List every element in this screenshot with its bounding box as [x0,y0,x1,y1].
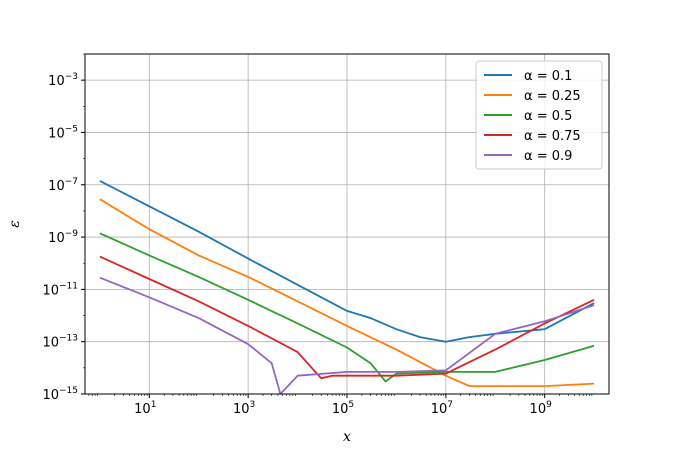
y-tick-label: 10−9 [48,229,78,246]
y-tick-label: 10−3 [48,72,78,89]
y-tick-exponent: −3 [65,72,78,82]
y-tick-exponent: −11 [59,281,78,291]
y-tick-base: 10 [48,126,65,141]
x-tick-exponent: 3 [250,400,256,410]
x-tick-label: 103 [233,400,255,417]
legend-box [475,60,603,170]
y-tick-label: 10−11 [42,281,78,298]
x-tick-exponent: 1 [151,400,157,410]
legend-label: α = 0.75 [524,129,581,144]
x-tick-label: 107 [431,400,453,417]
x-tick-exponent: 9 [546,400,552,410]
series-line-2 [99,232,595,383]
y-tick-exponent: −5 [65,124,78,134]
y-tick-label: 10−5 [48,124,78,141]
x-tick-label: 105 [332,400,354,417]
series-line-1 [99,198,595,387]
y-tick-base: 10 [42,283,59,298]
series-line-0 [99,180,595,343]
y-tick-exponent: −15 [59,386,78,396]
x-tick-label: 101 [134,400,156,417]
x-tick-base: 10 [134,402,151,417]
series-line-3 [99,255,595,380]
series-line-4 [99,276,595,394]
legend-label: α = 0.25 [524,89,581,104]
legend: α = 0.1 α = 0.25 α = 0.5 α = 0.75 α = 0.9 [475,60,603,170]
y-tick-label: 10−15 [42,386,78,403]
x-tick-label: 109 [530,400,553,417]
x-tick-base: 10 [233,402,250,417]
y-tick-base: 10 [42,388,59,403]
y-tick-base: 10 [48,231,65,246]
y-tick-exponent: −7 [65,177,78,187]
y-axis-label: ε [7,220,23,228]
x-tick-base: 10 [332,402,349,417]
x-axis-label: x [343,429,351,445]
y-tick-label: 10−7 [48,177,78,194]
y-tick-base: 10 [48,74,65,89]
y-tick-base: 10 [42,336,59,351]
y-tick-exponent: −13 [59,334,78,344]
x-tick-exponent: 7 [447,400,453,410]
x-tick-exponent: 5 [348,400,354,410]
y-tick-base: 10 [48,179,65,194]
legend-label: α = 0.9 [524,149,572,164]
y-tick-exponent: −9 [65,229,79,239]
x-tick-base: 10 [431,402,448,417]
legend-label: α = 0.5 [524,109,572,124]
y-tick-label: 10−13 [42,334,78,351]
x-axis: 101 103 105 107 109 [88,394,593,417]
x-tick-base: 10 [530,402,547,417]
legend-label: α = 0.1 [524,69,572,84]
plot-area [99,180,595,394]
